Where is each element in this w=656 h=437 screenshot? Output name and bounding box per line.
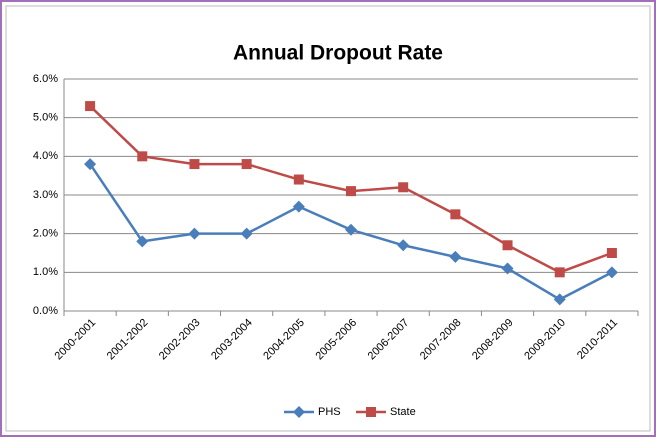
legend-label: State <box>390 406 416 418</box>
data-point <box>345 223 357 236</box>
data-point <box>293 174 304 185</box>
data-point <box>241 159 252 170</box>
data-point <box>450 209 461 220</box>
y-tick-label: 5.0% <box>33 112 58 124</box>
chart-border <box>5 5 651 432</box>
data-point <box>501 262 514 275</box>
data-point <box>398 182 409 193</box>
data-point <box>502 240 513 251</box>
y-tick-label: 3.0% <box>33 189 58 201</box>
data-point <box>346 186 356 197</box>
data-point <box>136 235 149 248</box>
data-point <box>188 227 201 240</box>
data-point <box>84 158 97 171</box>
y-tick-label: 2.0% <box>33 228 58 240</box>
chart-title: Annual Dropout Rate <box>233 42 443 65</box>
data-point <box>554 267 565 278</box>
legend-marker <box>366 407 376 417</box>
y-tick-label: 1.0% <box>33 266 58 278</box>
data-point <box>553 293 566 306</box>
data-point <box>606 248 617 258</box>
data-point <box>137 151 148 162</box>
data-point <box>292 200 305 213</box>
data-point <box>605 266 618 279</box>
y-tick-label: 0.0% <box>33 305 58 317</box>
data-point <box>449 250 462 263</box>
legend-label: PHS <box>318 406 341 418</box>
data-point <box>397 239 410 252</box>
data-point <box>240 227 253 240</box>
data-point <box>85 101 96 112</box>
legend-marker <box>293 406 305 418</box>
y-tick-label: 4.0% <box>33 150 58 162</box>
y-tick-label: 6.0% <box>33 73 58 85</box>
data-point <box>189 159 200 170</box>
